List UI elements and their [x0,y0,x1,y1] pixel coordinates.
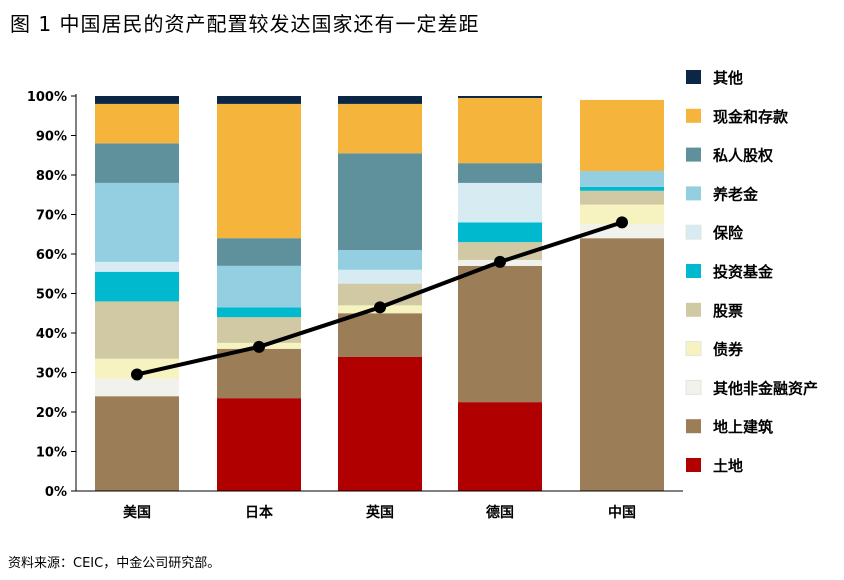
y-tick-label: 60% [36,248,67,263]
bar-segment [217,307,301,318]
bar-segment [95,396,179,491]
source-note: 资料来源：CEIC，中金公司研究部。 [8,556,221,571]
legend-swatch [686,70,701,84]
bar-segment [338,313,422,357]
y-tick-label: 40% [36,327,67,342]
bar-segment [338,103,422,154]
bar-segment [217,238,301,266]
legend-swatch [685,341,702,357]
x-tick-label: 英国 [365,504,394,521]
legend-label: 土地 [713,457,743,475]
line-point [131,368,143,381]
legend-label: 债券 [713,341,744,359]
bar-segment [95,96,179,104]
legend-swatch [686,458,701,472]
bar-segment [338,96,422,104]
legend-label: 股票 [713,302,743,320]
bar-segment [458,182,542,223]
bar-segment [580,99,664,172]
y-tick-label: 10% [36,446,67,461]
y-tick-label: 80% [36,169,67,184]
bar-segment [580,171,664,187]
bar-segment [458,402,542,491]
legend-swatch [686,186,701,201]
legend-label: 保险 [712,224,744,242]
legend-label: 地上建筑 [713,418,773,436]
x-tick-label: 德国 [486,504,514,521]
bar-segment [95,271,179,302]
legend-swatch [686,147,701,162]
bar-segment [217,265,301,308]
x-tick-label: 美国 [123,504,151,521]
bar-segment [217,398,301,491]
bar-segment [458,265,542,403]
legend-swatch [685,224,702,240]
axes-layer: 0% 10% 20% 30% 40% 50% 60% 70% 80% 90% 100% 美国 日本 英国 德… [27,90,683,521]
chart-title: 图 1 中国居民的资产配置较发达国家还有一定差距 [10,12,480,36]
y-tick-label: 100% [27,90,67,105]
y-tick-label: 90% [36,130,67,145]
legend-label: 私人股权 [712,147,774,165]
bar-segment [95,103,179,144]
bar-segment [95,301,179,359]
bar-segment [217,96,301,104]
bar-segment [580,190,664,205]
bar-segment [338,153,422,251]
y-tick-label: 70% [36,209,67,224]
bar-segment [338,356,422,491]
bar-segment [458,222,542,243]
line-point [374,301,386,314]
line-point [616,216,628,229]
bar-segment [95,378,179,397]
bar-segment [338,250,422,270]
bar-segment [580,186,664,191]
y-tick-label: 20% [36,406,67,421]
bar-segment [217,103,301,239]
legend-label: 其他 [713,69,743,87]
y-tick-label: 50% [36,288,67,303]
x-tick-label: 日本 [245,504,274,521]
legend-swatch [686,302,701,317]
legend-label: 养老金 [712,185,759,203]
line-point [494,255,506,268]
bar-segment [217,348,301,399]
legend-label: 现金和存款 [713,108,789,126]
legend-swatch [685,379,702,395]
bar-segment [580,238,664,491]
bar-segment [95,182,179,262]
bar-segment [458,96,542,98]
line-point [253,340,265,353]
bar-segment [95,143,179,183]
legend-label: 其他非金融资产 [713,379,818,397]
x-tick-label: 中国 [608,504,636,521]
legend-label: 投资基金 [713,263,774,281]
line-layer [131,216,628,381]
bar-segment [458,97,542,164]
legend-swatch [686,419,701,434]
bars-layer [95,96,664,491]
legend-swatch [686,108,701,123]
legend-swatch [686,264,701,278]
bar-segment [580,204,664,225]
bar-segment [338,269,422,284]
bar-segment [458,163,542,183]
y-tick-label: 0% [45,485,67,500]
bar-segment [95,261,179,272]
y-tick-label: 30% [36,367,67,382]
